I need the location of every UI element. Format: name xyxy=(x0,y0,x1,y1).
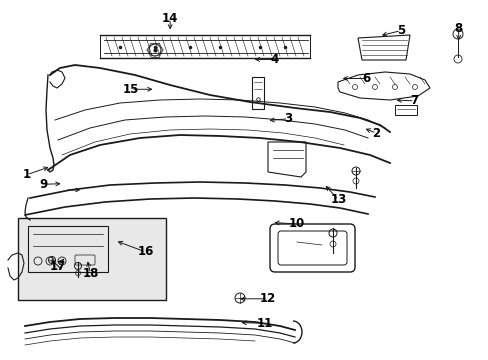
Text: 5: 5 xyxy=(396,24,404,37)
Text: 15: 15 xyxy=(122,83,139,96)
FancyBboxPatch shape xyxy=(18,218,165,300)
Text: 18: 18 xyxy=(82,267,99,280)
Text: 9: 9 xyxy=(39,178,47,191)
Text: 7: 7 xyxy=(410,94,418,107)
Text: 2: 2 xyxy=(372,127,380,140)
Text: 13: 13 xyxy=(329,193,346,206)
Text: 1: 1 xyxy=(23,168,31,181)
Text: 17: 17 xyxy=(49,260,66,273)
Text: 11: 11 xyxy=(256,317,273,330)
Text: 10: 10 xyxy=(288,217,305,230)
Text: 6: 6 xyxy=(362,72,370,85)
Text: 14: 14 xyxy=(162,12,178,25)
Text: 3: 3 xyxy=(284,112,292,125)
Text: 16: 16 xyxy=(137,246,154,258)
Text: 4: 4 xyxy=(270,53,278,66)
Text: 12: 12 xyxy=(259,292,276,305)
Text: 8: 8 xyxy=(454,22,462,35)
